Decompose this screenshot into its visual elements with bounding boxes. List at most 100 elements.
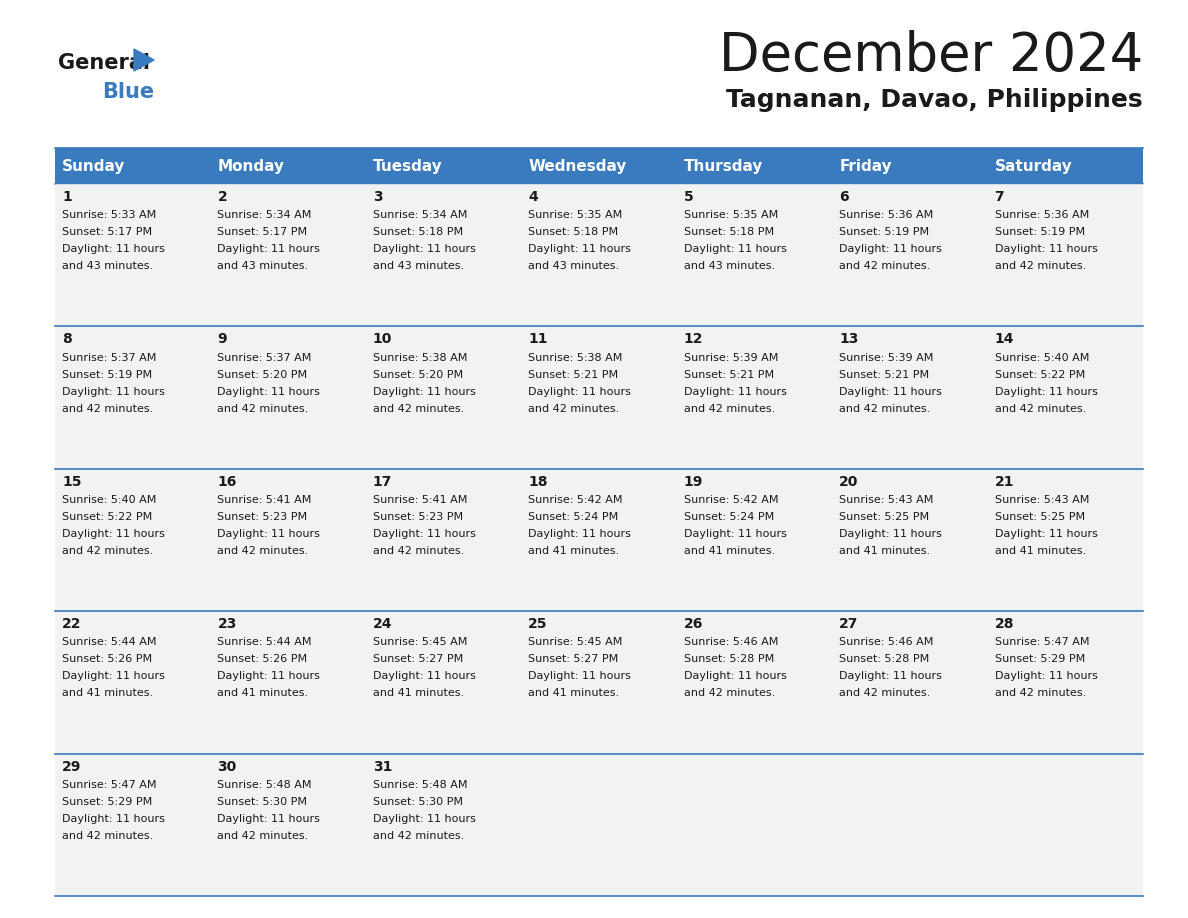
Text: and 42 minutes.: and 42 minutes. [62,831,153,841]
Text: Sunrise: 5:38 AM: Sunrise: 5:38 AM [529,353,623,363]
Text: Sunrise: 5:42 AM: Sunrise: 5:42 AM [684,495,778,505]
Text: Sunset: 5:19 PM: Sunset: 5:19 PM [839,227,929,237]
Text: 1: 1 [62,190,71,204]
Text: Daylight: 11 hours: Daylight: 11 hours [684,244,786,254]
Bar [55,754,210,896]
Bar [210,469,366,611]
Text: Sunset: 5:19 PM: Sunset: 5:19 PM [62,370,152,380]
Text: Daylight: 11 hours: Daylight: 11 hours [684,529,786,539]
Text: and 42 minutes.: and 42 minutes. [62,546,153,556]
Text: Daylight: 11 hours: Daylight: 11 hours [217,529,321,539]
Text: 17: 17 [373,475,392,488]
Text: 4: 4 [529,190,538,204]
Text: and 42 minutes.: and 42 minutes. [994,688,1086,699]
Text: 27: 27 [839,617,859,632]
Text: Daylight: 11 hours: Daylight: 11 hours [62,244,165,254]
Text: and 42 minutes.: and 42 minutes. [839,262,930,272]
Text: and 42 minutes.: and 42 minutes. [684,688,775,699]
Text: Sunset: 5:29 PM: Sunset: 5:29 PM [62,797,152,807]
Text: Sunrise: 5:48 AM: Sunrise: 5:48 AM [217,779,312,789]
Text: Sunrise: 5:48 AM: Sunrise: 5:48 AM [373,779,467,789]
Text: Sunrise: 5:44 AM: Sunrise: 5:44 AM [217,637,312,647]
Text: Sunrise: 5:41 AM: Sunrise: 5:41 AM [373,495,467,505]
Text: and 41 minutes.: and 41 minutes. [529,546,619,556]
Text: Sunset: 5:21 PM: Sunset: 5:21 PM [839,370,929,380]
Bar [522,754,677,896]
Text: 28: 28 [994,617,1015,632]
Text: 26: 26 [684,617,703,632]
Text: Sunset: 5:20 PM: Sunset: 5:20 PM [217,370,308,380]
Text: Sunset: 5:24 PM: Sunset: 5:24 PM [684,512,773,522]
Bar [366,327,522,469]
Text: Sunrise: 5:40 AM: Sunrise: 5:40 AM [994,353,1089,363]
Text: 23: 23 [217,617,236,632]
Text: Sunrise: 5:39 AM: Sunrise: 5:39 AM [684,353,778,363]
Text: and 41 minutes.: and 41 minutes. [994,546,1086,556]
Text: and 42 minutes.: and 42 minutes. [373,404,465,414]
Bar [832,469,987,611]
Text: and 42 minutes.: and 42 minutes. [684,404,775,414]
Text: Sunrise: 5:37 AM: Sunrise: 5:37 AM [217,353,311,363]
Text: Blue: Blue [102,82,154,102]
Text: Sunset: 5:20 PM: Sunset: 5:20 PM [373,370,463,380]
Text: Daylight: 11 hours: Daylight: 11 hours [373,244,475,254]
Text: Sunset: 5:28 PM: Sunset: 5:28 PM [839,655,929,665]
Bar [55,469,210,611]
Bar [987,469,1143,611]
Text: General: General [58,53,150,73]
Text: Sunrise: 5:46 AM: Sunrise: 5:46 AM [684,637,778,647]
Text: Daylight: 11 hours: Daylight: 11 hours [62,671,165,681]
Text: and 42 minutes.: and 42 minutes. [529,404,619,414]
Text: and 43 minutes.: and 43 minutes. [529,262,619,272]
Text: Sunset: 5:26 PM: Sunset: 5:26 PM [62,655,152,665]
Text: Daylight: 11 hours: Daylight: 11 hours [373,671,475,681]
Text: Sunset: 5:23 PM: Sunset: 5:23 PM [217,512,308,522]
Text: Sunrise: 5:43 AM: Sunrise: 5:43 AM [839,495,934,505]
Text: Sunday: Sunday [62,159,126,174]
Text: Sunset: 5:22 PM: Sunset: 5:22 PM [994,370,1085,380]
Text: and 42 minutes.: and 42 minutes. [994,404,1086,414]
Text: 30: 30 [217,759,236,774]
Text: Sunset: 5:17 PM: Sunset: 5:17 PM [217,227,308,237]
Text: Daylight: 11 hours: Daylight: 11 hours [373,814,475,823]
Text: 7: 7 [994,190,1004,204]
Text: Sunset: 5:18 PM: Sunset: 5:18 PM [373,227,463,237]
Text: Sunset: 5:18 PM: Sunset: 5:18 PM [684,227,773,237]
Text: Sunrise: 5:40 AM: Sunrise: 5:40 AM [62,495,157,505]
Text: Sunset: 5:24 PM: Sunset: 5:24 PM [529,512,619,522]
Text: Sunrise: 5:37 AM: Sunrise: 5:37 AM [62,353,157,363]
Text: 8: 8 [62,332,71,346]
Text: Sunset: 5:19 PM: Sunset: 5:19 PM [994,227,1085,237]
Text: 6: 6 [839,190,848,204]
Text: Daylight: 11 hours: Daylight: 11 hours [839,671,942,681]
Text: Sunset: 5:25 PM: Sunset: 5:25 PM [839,512,929,522]
Bar [366,469,522,611]
Text: 22: 22 [62,617,82,632]
Text: and 42 minutes.: and 42 minutes. [217,546,309,556]
Text: 29: 29 [62,759,81,774]
Text: Sunrise: 5:34 AM: Sunrise: 5:34 AM [373,210,467,220]
Text: 11: 11 [529,332,548,346]
Text: and 41 minutes.: and 41 minutes. [217,688,309,699]
Bar [832,327,987,469]
Text: and 42 minutes.: and 42 minutes. [373,831,465,841]
Text: Daylight: 11 hours: Daylight: 11 hours [217,814,321,823]
Bar [987,611,1143,754]
Text: Daylight: 11 hours: Daylight: 11 hours [529,244,631,254]
Text: Sunset: 5:18 PM: Sunset: 5:18 PM [529,227,619,237]
Text: 3: 3 [373,190,383,204]
Bar [366,184,522,327]
Text: Sunrise: 5:42 AM: Sunrise: 5:42 AM [529,495,623,505]
Text: Daylight: 11 hours: Daylight: 11 hours [994,244,1098,254]
Text: and 42 minutes.: and 42 minutes. [839,688,930,699]
Bar [522,327,677,469]
Text: Daylight: 11 hours: Daylight: 11 hours [839,244,942,254]
Text: Sunrise: 5:43 AM: Sunrise: 5:43 AM [994,495,1089,505]
Bar [987,327,1143,469]
Text: Sunrise: 5:39 AM: Sunrise: 5:39 AM [839,353,934,363]
Text: 5: 5 [684,190,694,204]
Text: Sunset: 5:26 PM: Sunset: 5:26 PM [217,655,308,665]
Text: and 42 minutes.: and 42 minutes. [839,404,930,414]
Text: and 41 minutes.: and 41 minutes. [373,688,465,699]
Text: Sunrise: 5:45 AM: Sunrise: 5:45 AM [373,637,467,647]
